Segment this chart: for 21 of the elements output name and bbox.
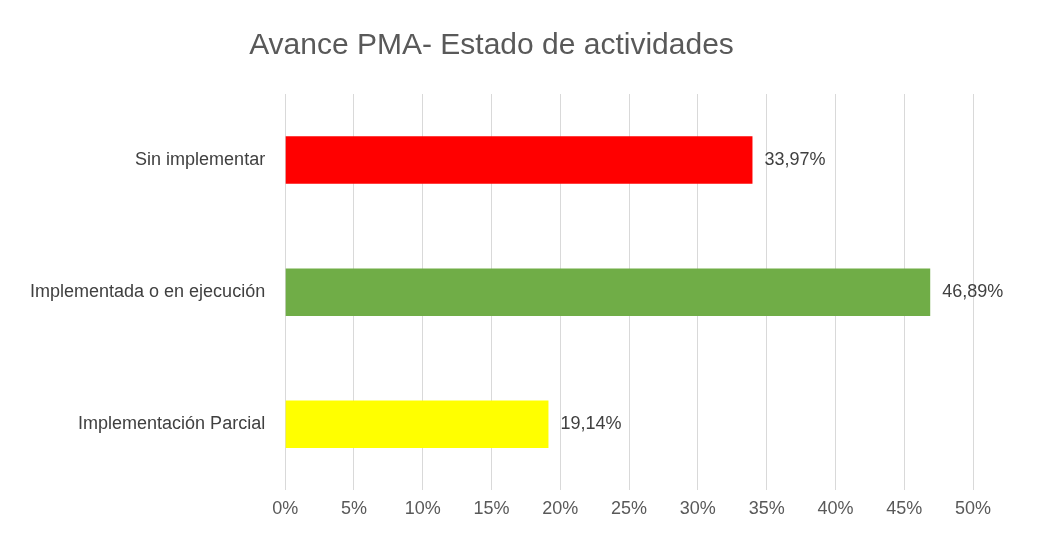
x-tick-label: 40% [817,498,854,519]
x-tick-label: 0% [272,498,299,519]
x-tick-label: 30% [679,498,716,519]
bar [285,400,549,449]
chart-title: Avance PMA- Estado de actividades [249,27,734,61]
x-tick-label: 35% [748,498,785,519]
x-tick-label: 5% [340,498,367,519]
x-tick-label: 20% [542,498,579,519]
x-tick-label: 50% [954,498,992,519]
bar [285,136,753,184]
y-tick-label: Sin implementar [135,149,266,170]
y-tick-label: Implementación Parcial [78,413,266,434]
x-tick-label: 15% [473,498,510,519]
x-tick-label: 10% [404,498,441,519]
data-label: 33,97% [764,149,826,170]
data-label: 19,14% [560,413,622,434]
data-label: 46,89% [942,281,1004,302]
bar [285,268,931,316]
x-tick-label: 45% [886,498,923,519]
x-tick-label: 25% [611,498,648,519]
y-tick-label: Implementada o en ejecución [30,281,266,302]
